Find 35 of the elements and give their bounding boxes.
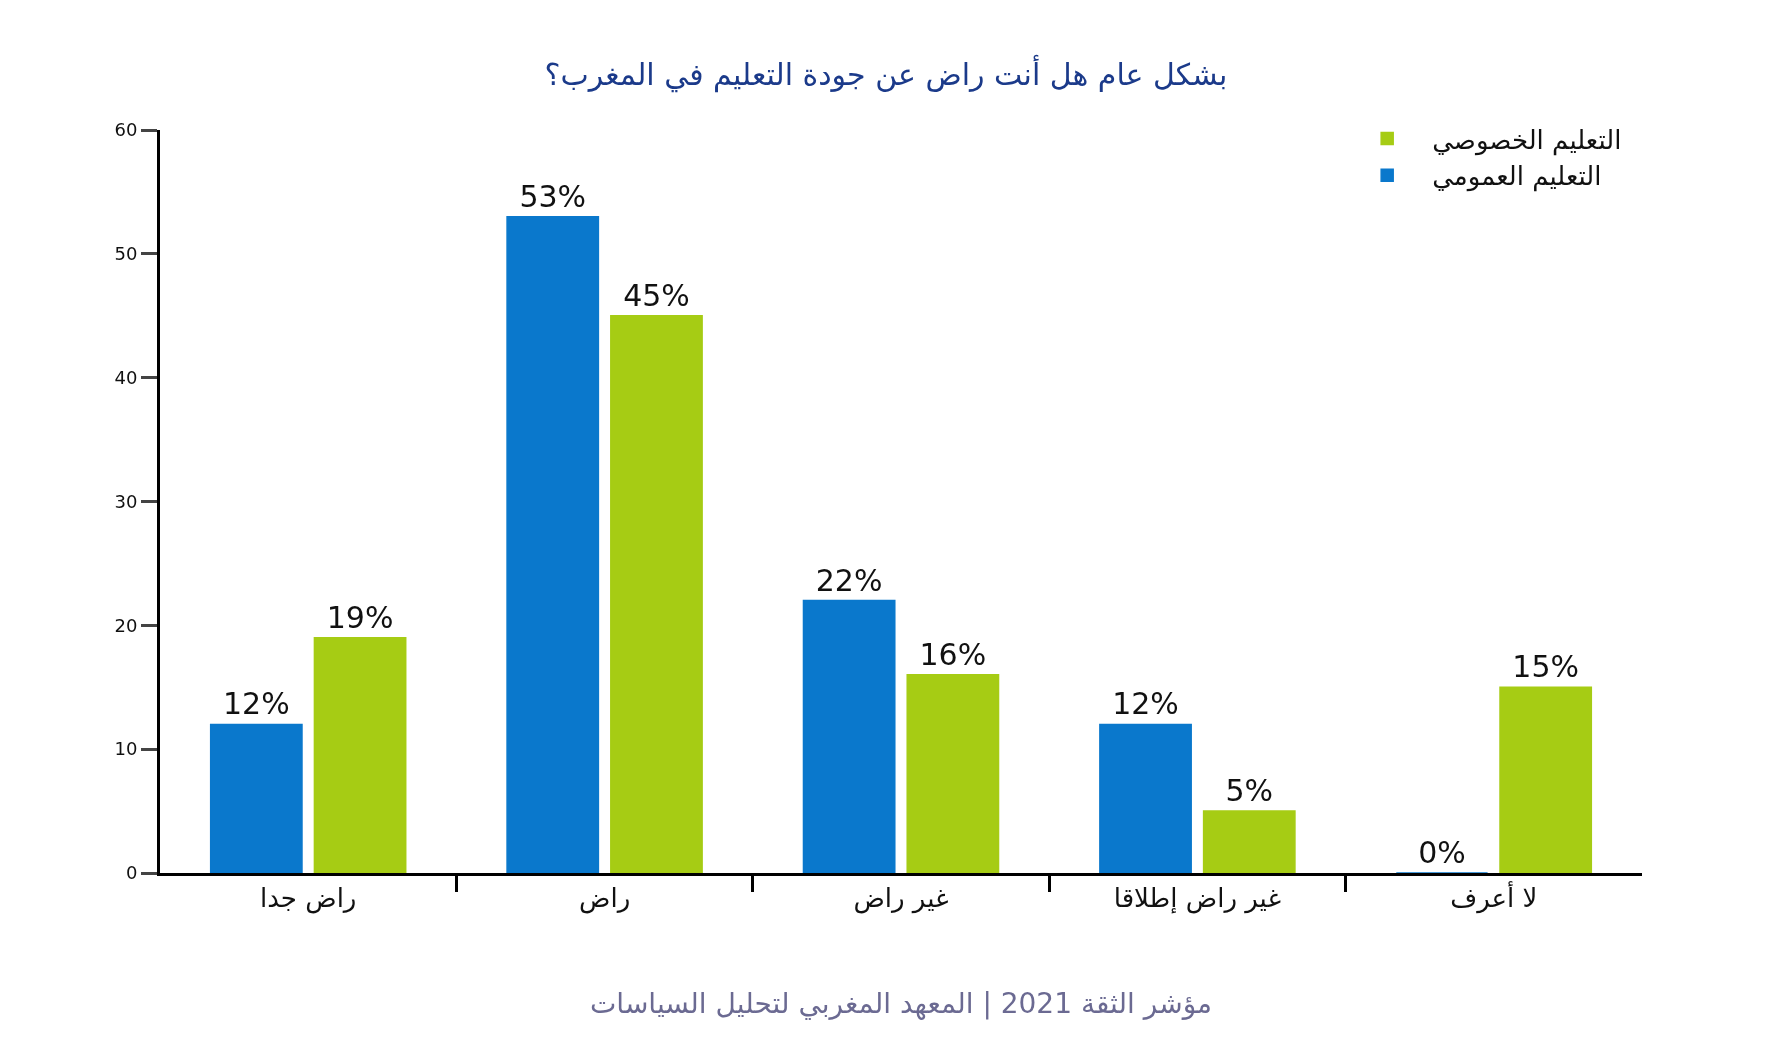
data-label: 22% xyxy=(815,562,883,598)
text: مؤشر الثقة 2021 | المعهد المغربي لتحليل السياسات xyxy=(590,987,1213,1020)
data-label: 15% xyxy=(1512,649,1580,685)
legend-label: التعليم الخصوصي xyxy=(1432,124,1622,156)
bar xyxy=(1099,723,1192,873)
bar xyxy=(802,599,896,873)
x-tick-label: لا أعرف xyxy=(1450,880,1538,915)
bar xyxy=(1499,686,1593,873)
y-tick-label: 0 xyxy=(125,862,138,884)
bar xyxy=(1202,810,1296,873)
y-tick-label: 10 xyxy=(114,738,138,760)
data-label: 0% xyxy=(1418,835,1466,870)
bar xyxy=(506,215,600,873)
data-label: 16% xyxy=(919,636,987,672)
y-tick-label: 60 xyxy=(114,119,138,141)
data-label: 12% xyxy=(1112,686,1179,722)
x-tick-label: غير راض إطلاقا xyxy=(1113,883,1282,915)
y-tick-label: 40 xyxy=(114,366,138,388)
x-tick-label: راض xyxy=(578,883,631,915)
legend-label: التعليم العمومي xyxy=(1432,161,1602,193)
y-tick-label: 20 xyxy=(114,614,138,636)
bar xyxy=(313,636,407,873)
bar xyxy=(906,674,1000,873)
bar xyxy=(209,723,303,873)
data-label: 19% xyxy=(326,599,394,635)
bar xyxy=(610,315,703,873)
data-label: 12% xyxy=(222,686,290,722)
x-tick-label: غير راض xyxy=(853,883,949,915)
y-tick-label: 50 xyxy=(114,243,138,265)
x-tick-label: راض جدا xyxy=(259,883,357,915)
data-label: 53% xyxy=(519,178,587,214)
data-label: 5% xyxy=(1225,773,1274,809)
data-label: 45% xyxy=(623,277,690,313)
y-tick-label: 30 xyxy=(114,490,138,512)
chart-title: بشكل عام هل أنت راض عن جودة التعليم في المغرب؟ xyxy=(544,53,1228,93)
